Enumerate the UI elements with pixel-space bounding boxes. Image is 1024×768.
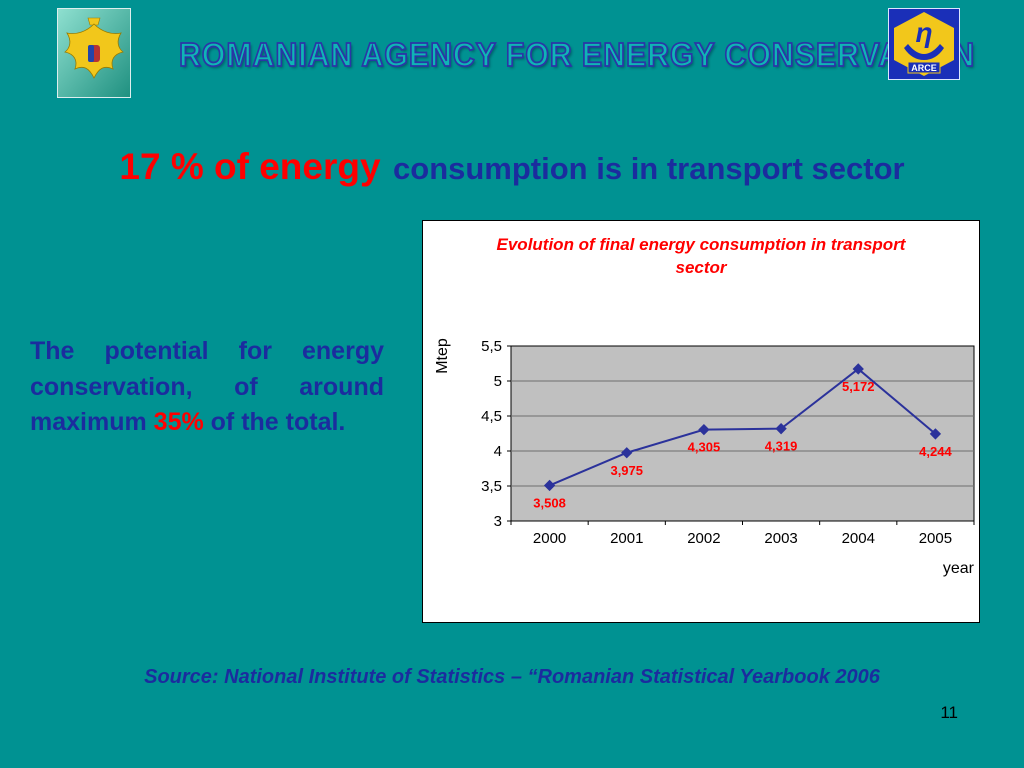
svg-text:4: 4 (494, 443, 502, 460)
body-text-highlight: 35% (153, 408, 204, 436)
body-text-pre: The potential for energy conservation, o… (30, 337, 384, 436)
svg-text:5,5: 5,5 (481, 338, 502, 355)
svg-text:4,305: 4,305 (688, 440, 721, 455)
source-citation: Source: National Institute of Statistics… (144, 666, 880, 688)
svg-text:2005: 2005 (919, 530, 952, 547)
slide-title-highlight: 17 % of energy (119, 146, 381, 187)
svg-text:2003: 2003 (764, 530, 797, 547)
body-text-post: of the total. (203, 408, 346, 436)
chart-title: Evolution of final energy consumption in… (496, 235, 906, 277)
coat-of-arms-icon (57, 8, 131, 98)
svg-text:3,975: 3,975 (610, 463, 643, 478)
slide-title: 17 % of energy consumption is in transpo… (0, 146, 1024, 188)
chart-panel: Evolution of final energy consumption in… (422, 220, 980, 623)
slide-title-rest: consumption is in transport sector (393, 151, 905, 186)
arce-logo: η ARCE (888, 8, 960, 80)
agency-header-title: ROMANIAN AGENCY FOR ENERGY CONSERVATION (178, 35, 976, 74)
svg-text:5,172: 5,172 (842, 379, 875, 394)
svg-text:2002: 2002 (687, 530, 720, 547)
page-number: 11 (940, 703, 958, 722)
arce-hexagon-icon: η ARCE (888, 8, 960, 80)
body-paragraph: The potential for energy conservation, o… (30, 334, 384, 441)
svg-text:4,319: 4,319 (765, 439, 798, 454)
eta-symbol: η (915, 17, 932, 48)
svg-text:5: 5 (494, 373, 502, 390)
svg-text:2004: 2004 (842, 530, 875, 547)
svg-text:year: year (943, 560, 975, 577)
svg-text:4,244: 4,244 (919, 444, 952, 459)
energy-consumption-line-chart: 3 3,5 4 4,5 5 5,5 2000 2001 2002 2003 2004 2005 3,50… (434, 338, 975, 577)
arce-label: ARCE (911, 63, 937, 73)
svg-text:3: 3 (494, 513, 502, 530)
svg-text:3,508: 3,508 (533, 495, 566, 510)
svg-text:Mtep: Mtep (434, 338, 451, 374)
svg-text:2000: 2000 (533, 530, 566, 547)
svg-text:2001: 2001 (610, 530, 643, 547)
svg-text:4,5: 4,5 (481, 408, 502, 425)
romanian-coat-of-arms-logo (57, 8, 131, 98)
svg-text:3,5: 3,5 (481, 478, 502, 495)
